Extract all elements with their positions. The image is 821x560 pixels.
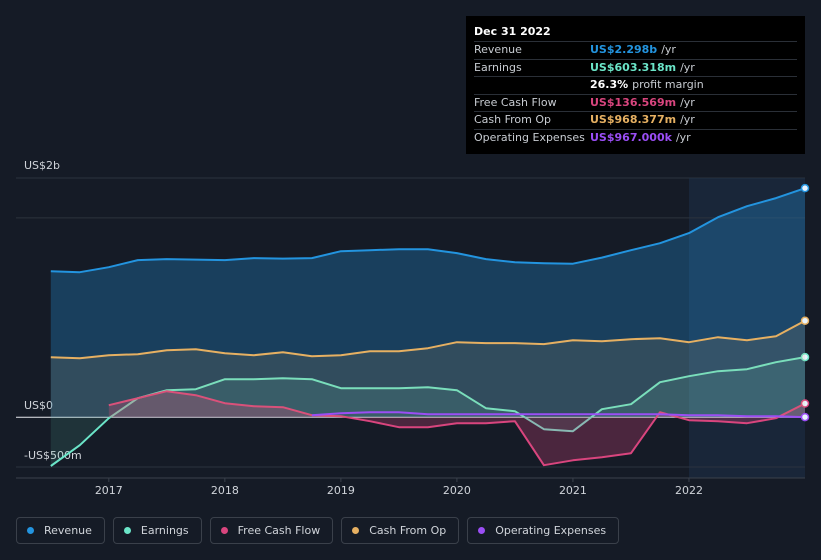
tooltip-label: [474, 77, 590, 94]
legend-item[interactable]: Operating Expenses: [467, 517, 620, 544]
highlight-region: [688, 178, 805, 478]
legend-dot: [27, 527, 34, 534]
series-line: [311, 411, 806, 419]
end-point: [800, 412, 810, 422]
legend-dot: [352, 527, 360, 534]
legend-dot: [220, 527, 228, 534]
series-area: [50, 357, 806, 466]
x-tick-label: 2018: [211, 484, 239, 497]
tooltip-label: Cash From Op: [474, 113, 552, 126]
tooltip-note: profit margin: [632, 78, 704, 91]
tooltip-suffix: /yr: [661, 43, 676, 56]
y-tick-label: US$2b: [24, 159, 60, 172]
tooltip-label: Operating Expenses: [474, 130, 585, 144]
series-area: [50, 188, 806, 418]
tooltip: Dec 31 2022 Revenue US$2.298b/yr Earnings U…: [466, 16, 805, 154]
tooltip-row: Earnings US$603.318m/yr: [474, 58, 797, 77]
tooltip-suffix: /yr: [675, 130, 691, 144]
legend-dot: [478, 527, 486, 534]
tooltip-label: Earnings: [474, 60, 522, 74]
tooltip-row: 26.3% profit margin: [474, 76, 797, 94]
tooltip-value: 26.3%: [590, 78, 629, 91]
end-point: [800, 352, 810, 362]
y-tick-label: US$0: [24, 399, 53, 412]
series-line: [108, 390, 806, 467]
legend-label: Operating Expenses: [495, 524, 607, 537]
tooltip-date: Dec 31 2022: [474, 25, 551, 38]
series-area: [108, 391, 806, 466]
end-point: [800, 399, 810, 408]
tooltip-suffix: /yr: [680, 95, 695, 109]
tooltip-value: US$967.000k: [590, 130, 672, 144]
tooltip-value: US$603.318m: [590, 60, 677, 74]
tooltip-row: Operating Expenses US$967.000k/yr: [474, 128, 797, 147]
y-tick-label: -US$500m: [24, 449, 82, 462]
x-tick-label: 2019: [327, 484, 355, 497]
x-tick-label: 2021: [559, 484, 587, 497]
legend-label: Free Cash Flow: [237, 524, 321, 537]
tooltip-label: Revenue: [474, 43, 522, 56]
tooltip-row: Free Cash Flow US$136.569m/yr: [474, 93, 797, 112]
legend-item[interactable]: Free Cash Flow: [209, 517, 334, 544]
tooltip-value: US$2.298b: [590, 43, 658, 56]
end-point: [800, 316, 810, 325]
x-tick-label: 2020: [443, 484, 471, 497]
x-tick-label: 2022: [675, 484, 703, 497]
end-point: [800, 183, 810, 193]
tooltip-label: Free Cash Flow: [474, 95, 557, 109]
series-line: [50, 319, 806, 360]
legend: Revenue Earnings Free Cash Flow Cash From O…: [16, 517, 620, 544]
series-area: [50, 320, 806, 418]
tooltip-value: US$968.377m: [590, 113, 677, 126]
legend-item[interactable]: Revenue: [16, 517, 105, 544]
tooltip-row: Revenue US$2.298b/yr: [474, 41, 797, 59]
legend-item[interactable]: Earnings: [112, 517, 202, 544]
tooltip-row: Cash From Op US$968.377m/yr: [474, 111, 797, 129]
tooltip-suffix: /yr: [680, 113, 695, 126]
tooltip-suffix: /yr: [680, 60, 695, 74]
legend-label: Revenue: [44, 524, 92, 537]
legend-item[interactable]: Cash From Op: [341, 517, 460, 544]
legend-label: Earnings: [140, 524, 189, 537]
tooltip-value: US$136.569m: [590, 95, 677, 109]
x-tick-label: 2017: [95, 484, 123, 497]
series-line: [50, 356, 806, 467]
legend-dot: [123, 527, 131, 534]
series-line: [50, 187, 806, 274]
legend-label: Cash From Op: [369, 524, 447, 537]
